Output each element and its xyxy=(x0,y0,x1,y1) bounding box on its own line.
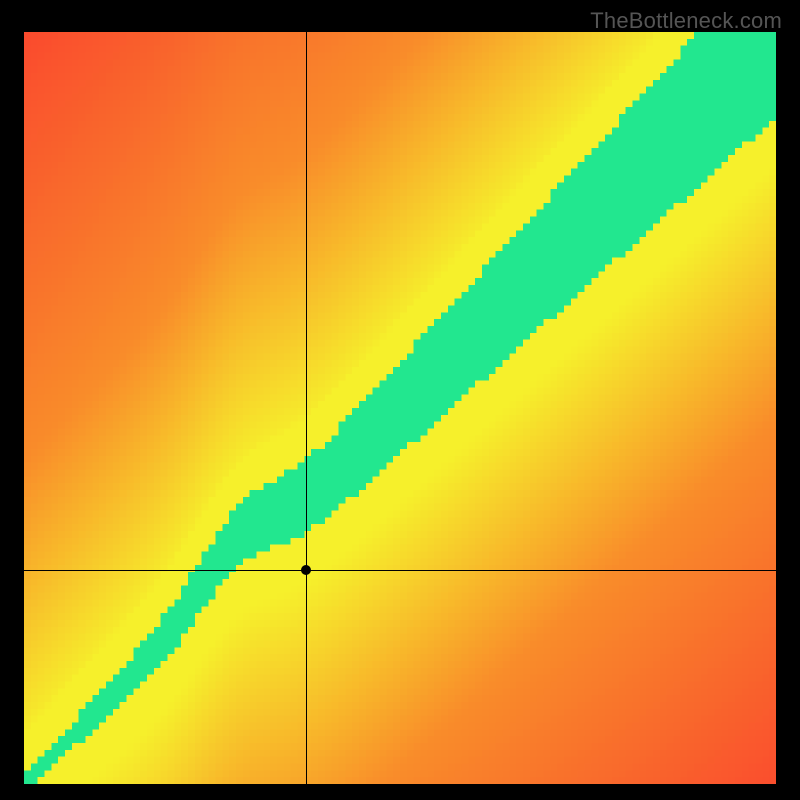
crosshair-horizontal xyxy=(24,570,776,571)
crosshair-marker xyxy=(301,565,311,575)
crosshair-vertical xyxy=(306,32,307,784)
bottleneck-heatmap xyxy=(24,32,776,784)
watermark-text: TheBottleneck.com xyxy=(590,8,782,34)
